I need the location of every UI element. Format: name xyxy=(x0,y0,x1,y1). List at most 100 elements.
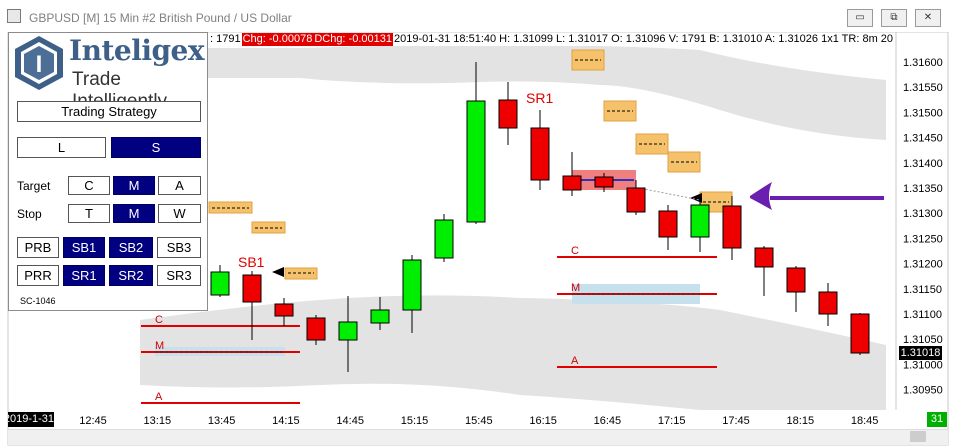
target-m-label-2: M xyxy=(571,282,580,294)
candle xyxy=(434,214,454,262)
candle xyxy=(402,255,422,333)
time-axis-labels: 12:45 13:15 13:45 14:15 14:45 15:15 15:45 16:15… xyxy=(79,415,878,427)
minimize-button[interactable]: ▭ xyxy=(847,9,873,27)
price-axis-label: 1.31250 xyxy=(903,233,943,245)
target-c-label-1: C xyxy=(155,314,163,326)
logo-name: Inteligex xyxy=(69,34,205,67)
time-axis-label: 13:15 xyxy=(144,415,172,427)
logo-letter: I xyxy=(36,51,43,78)
candle xyxy=(466,62,486,224)
time-axis-label: 18:15 xyxy=(787,415,815,427)
signal-arrow-icon-2 xyxy=(690,193,702,203)
sb3-button[interactable]: SB3 xyxy=(157,237,201,258)
bar-count-badge: 31 xyxy=(927,412,947,427)
target-m-label-1: M xyxy=(155,340,164,352)
horizontal-scrollbar[interactable] xyxy=(8,429,948,445)
candle xyxy=(498,82,518,145)
candle xyxy=(690,196,710,252)
sb2-button[interactable]: SB2 xyxy=(109,237,153,258)
info-change: Chg: -0.00078 xyxy=(241,33,314,46)
price-axis-label: 1.31050 xyxy=(903,334,943,346)
stop-t-button[interactable]: T xyxy=(68,204,110,223)
candle xyxy=(210,265,230,297)
long-button[interactable]: L xyxy=(17,137,106,158)
time-axis-label: 17:45 xyxy=(722,415,750,427)
candle xyxy=(370,297,390,330)
close-button[interactable]: ✕ xyxy=(915,9,941,27)
info-bar: : 1791 Chg: -0.00078 DChg: -0.00131 2019-01… xyxy=(209,33,895,46)
price-axis-label: 1.30950 xyxy=(903,385,943,397)
time-axis-label: 15:45 xyxy=(465,415,493,427)
target-m-button[interactable]: M xyxy=(113,176,155,195)
date-label: 2019-1-31 xyxy=(8,412,54,427)
price-chart[interactable]: C M A C M A SB1 SR1 1.31600 1.31550 1.3150… xyxy=(0,32,958,448)
candle xyxy=(274,298,294,326)
purple-arrow-icon xyxy=(750,182,772,210)
time-axis-label: 18:45 xyxy=(851,415,879,427)
current-price-tag: 1.31018 xyxy=(899,346,942,360)
candle xyxy=(530,110,550,190)
title-bar: GBPUSD [M] 15 Min #2 British Pound / US … xyxy=(0,0,958,32)
signal-arrow-icon-1 xyxy=(272,267,284,277)
target-a-label-2: A xyxy=(571,355,579,367)
stop-m-button[interactable]: M xyxy=(113,204,155,223)
time-axis-label: 13:45 xyxy=(208,415,236,427)
sb1-button[interactable]: SB1 xyxy=(63,237,105,258)
candle xyxy=(338,296,358,372)
info-daily-change: DChg: -0.00131 xyxy=(313,33,393,46)
info-details: 2019-01-31 18:51:40 H: 1.31099 L: 1.3101… xyxy=(393,33,894,45)
target-a-label-1: A xyxy=(155,391,163,403)
price-axis-label: 1.31100 xyxy=(903,309,942,321)
info-volume: : 1791 xyxy=(210,33,241,45)
candle xyxy=(754,246,774,296)
sr1-label: SR1 xyxy=(526,90,553,106)
inteligex-logo-icon: I xyxy=(15,36,63,90)
price-axis-label: 1.31000 xyxy=(903,359,943,371)
sr2-button[interactable]: SR2 xyxy=(109,265,153,286)
time-axis-label: 15:15 xyxy=(401,415,429,427)
candle xyxy=(850,313,870,355)
time-axis-label: 14:45 xyxy=(336,415,364,427)
window-title: GBPUSD [M] 15 Min #2 British Pound / US … xyxy=(29,11,292,25)
candle xyxy=(562,152,582,196)
candle xyxy=(594,173,614,192)
time-axis-label: 17:15 xyxy=(658,415,686,427)
time-axis-label: 12:45 xyxy=(79,415,107,427)
price-axis-label: 1.31450 xyxy=(903,133,943,145)
maximize-button[interactable]: ⧉ xyxy=(881,9,907,27)
target-c-button[interactable]: C xyxy=(68,176,110,195)
prb-button[interactable]: PRB xyxy=(17,237,59,258)
chart-app-icon[interactable] xyxy=(7,9,21,23)
sr1-button[interactable]: SR1 xyxy=(63,265,105,286)
short-button[interactable]: S xyxy=(111,137,201,158)
stop-label: Stop xyxy=(17,207,42,221)
candlesticks xyxy=(210,62,870,372)
sb1-label: SB1 xyxy=(238,254,265,270)
target-a-button[interactable]: A xyxy=(158,176,201,195)
upper-band xyxy=(140,45,886,140)
candle xyxy=(786,266,806,312)
price-axis-label: 1.31150 xyxy=(903,284,942,296)
stop-w-button[interactable]: W xyxy=(158,204,201,223)
prr-button[interactable]: PRR xyxy=(17,265,59,286)
candle xyxy=(818,283,838,326)
price-axis-label: 1.31200 xyxy=(903,259,943,271)
candle xyxy=(242,271,262,340)
trend-connector xyxy=(633,186,701,201)
target-label: Target xyxy=(17,179,51,193)
price-axis-label: 1.31350 xyxy=(903,183,943,195)
target-c-label-2: C xyxy=(571,245,579,257)
price-axis-label: 1.31300 xyxy=(903,208,943,220)
price-axis-label: 1.31600 xyxy=(903,57,943,69)
price-axis-label: 1.31500 xyxy=(903,107,943,119)
time-axis-label: 14:15 xyxy=(272,415,300,427)
trading-strategy-button[interactable]: Trading Strategy xyxy=(17,101,201,122)
price-axis-label: 1.31400 xyxy=(903,158,943,170)
trading-panel: I Inteligex Trade Intelligently Trading … xyxy=(8,32,208,311)
price-axis-label: 1.31550 xyxy=(903,82,943,94)
scrollbar-thumb[interactable] xyxy=(910,431,926,442)
candle xyxy=(306,315,326,345)
orange-level-boxes xyxy=(208,49,733,280)
sr3-button[interactable]: SR3 xyxy=(157,265,201,286)
candle xyxy=(722,196,742,260)
